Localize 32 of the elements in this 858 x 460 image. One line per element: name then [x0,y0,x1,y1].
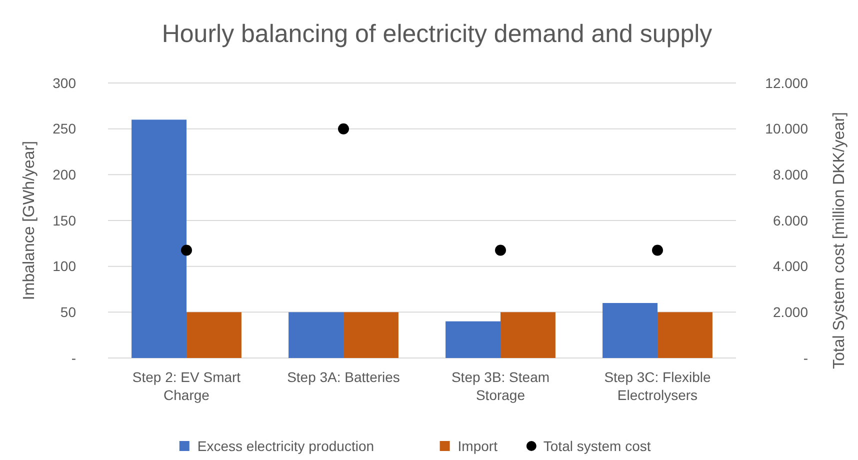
x-tick-label: Step 3B: Steam Storage [451,369,550,403]
bar [132,120,186,358]
legend-label: Total system cost [543,438,651,454]
y2-tick-label: - [803,350,808,366]
x-tick-label: Step 3A: Batteries [287,369,400,385]
y-tick-label: 300 [52,74,76,91]
chart-title: Hourly balancing of electricity demand and supply [162,20,713,48]
bar [446,321,500,358]
bar [658,312,712,358]
bar [288,312,344,358]
x-tick-label: Step 3C: Flexible Electrolysers [604,369,712,403]
y-axis-title: Imbalance [GWh/year] [21,140,38,300]
bar [344,312,398,358]
y2-axis-title: Total System cost [million DKK/year] [831,112,848,369]
y2-tick-label: 2.000 [772,304,808,320]
bar [602,303,658,358]
y2-tick-label: 8.000 [772,166,808,183]
y-tick-label: 250 [52,120,76,137]
legend-label: Excess electricity production [197,438,374,454]
y-tick-label: 200 [52,166,76,183]
y2-tick-label: 10.000 [765,120,808,137]
y-tick-label: 150 [52,212,76,228]
y2-tick-label: 6.000 [772,212,808,228]
y-tick-label: 50 [60,304,76,320]
y2-tick-label: 12.000 [765,74,808,91]
x-tick-label: Step 2: EV Smart Charge [132,369,241,403]
y-tick-label: - [71,350,76,366]
bar [186,312,242,358]
bar [500,312,556,358]
legend-label: Import [458,438,498,454]
y-tick-label: 100 [52,258,76,274]
y2-tick-label: 4.000 [772,258,808,274]
